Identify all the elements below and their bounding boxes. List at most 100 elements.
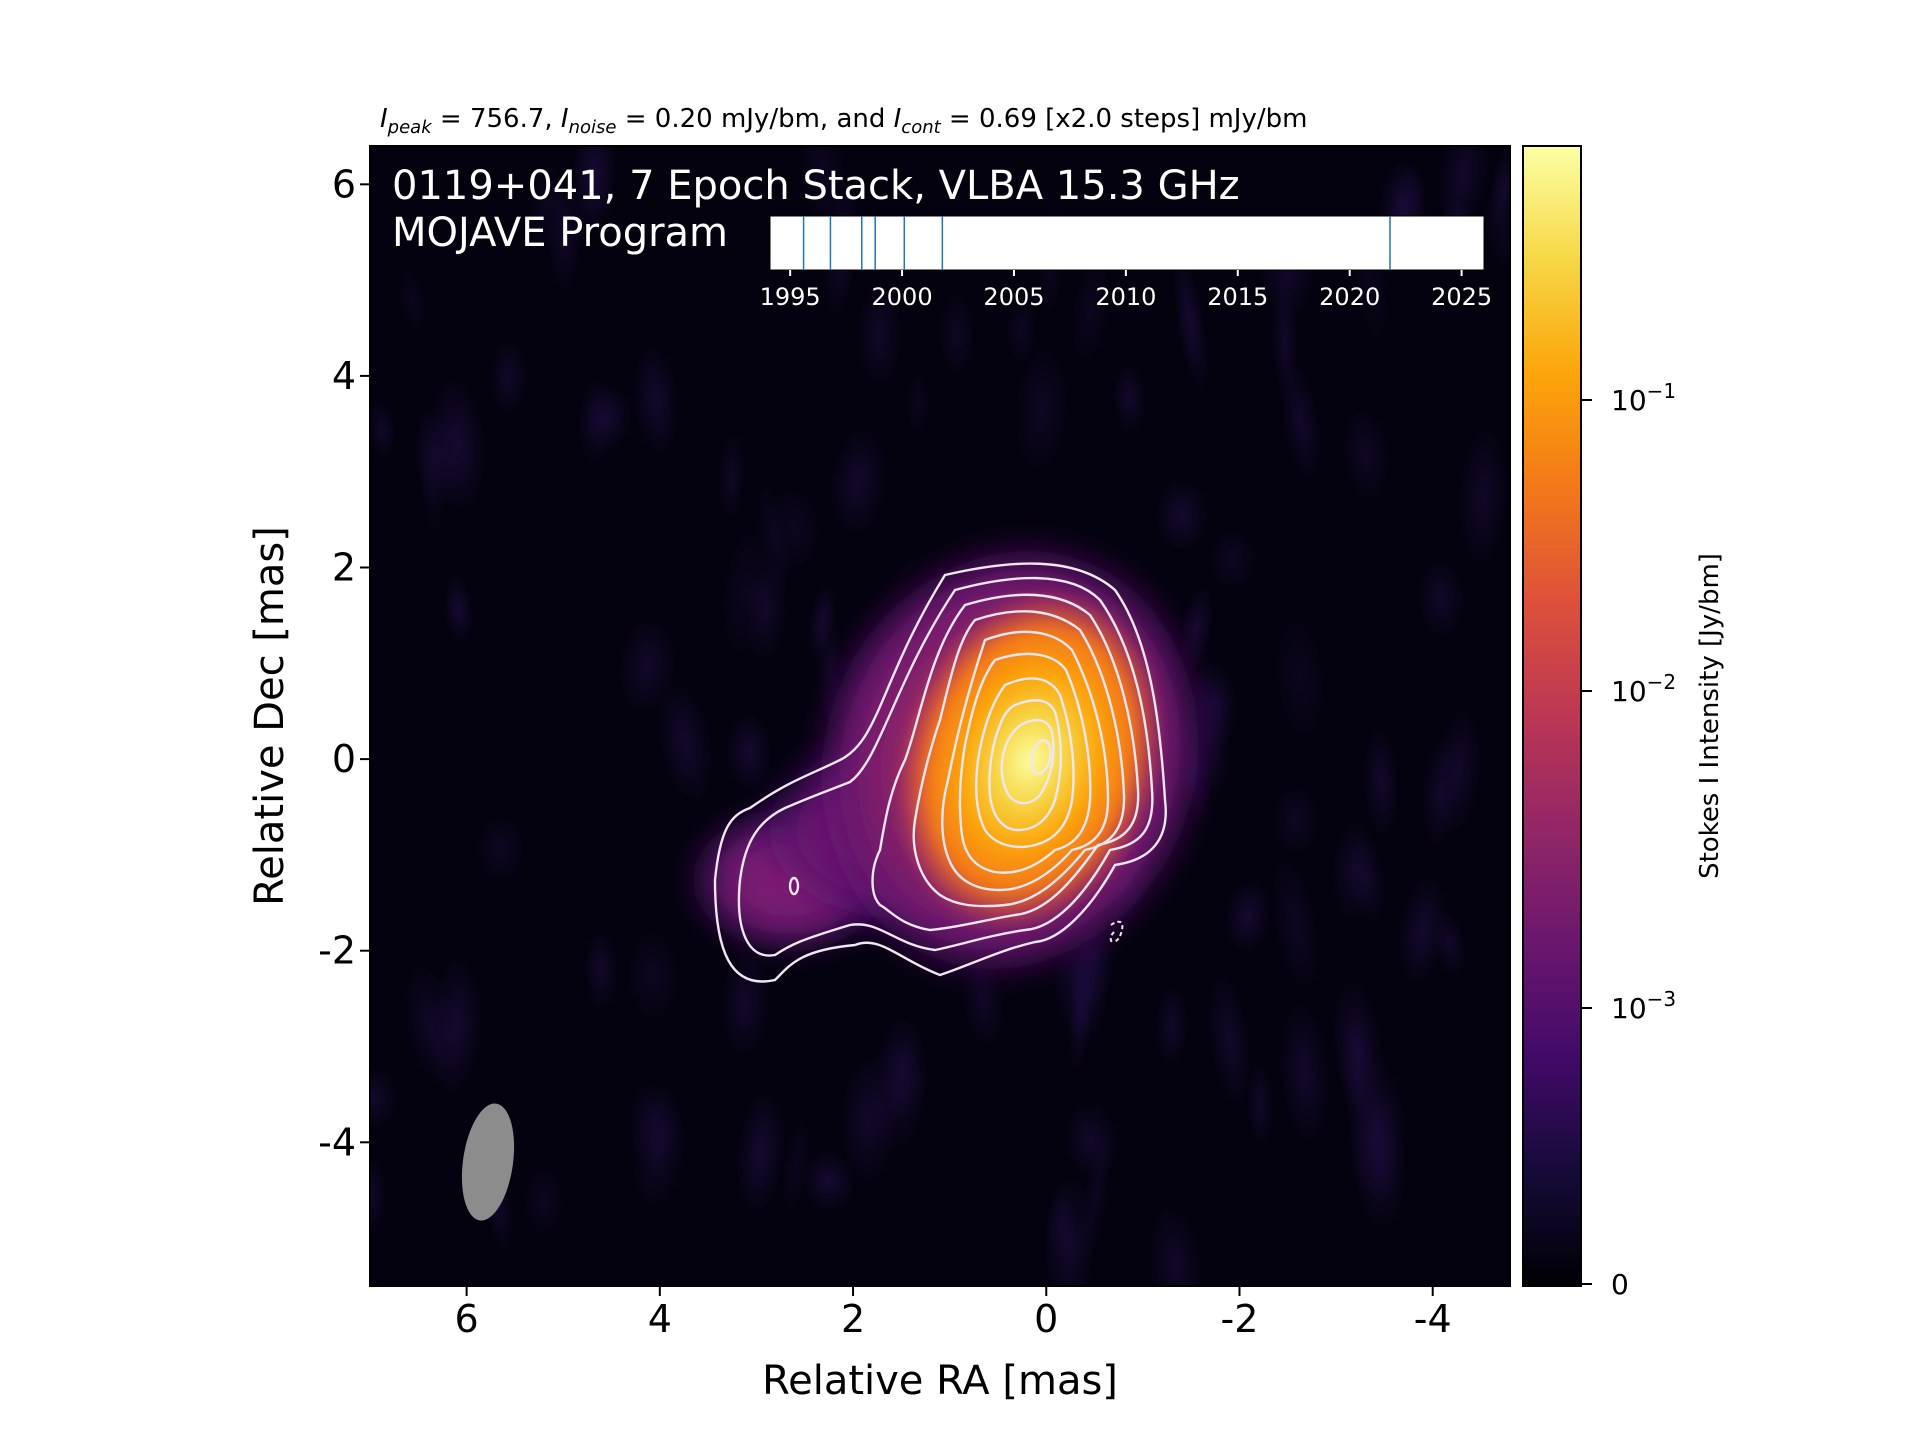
noise-blob bbox=[1147, 1203, 1203, 1286]
contour-level-7 bbox=[975, 677, 1075, 849]
noise-blob bbox=[1013, 342, 1070, 477]
timeline-tick-label: 2010 bbox=[1095, 283, 1156, 311]
noise-blob bbox=[443, 576, 474, 644]
contour-level-3 bbox=[871, 593, 1140, 932]
noise-blob bbox=[1341, 405, 1391, 504]
y-tick-label: 0 bbox=[332, 737, 356, 781]
stats-header: Ipeak = 756.7, Inoise = 0.20 mJy/bm, and… bbox=[380, 104, 1307, 138]
noise-blob bbox=[656, 681, 714, 804]
noise-blob bbox=[828, 427, 888, 537]
noise-blob bbox=[397, 266, 427, 336]
contour-level-1 bbox=[713, 562, 1167, 983]
noise-pattern bbox=[370, 146, 1510, 1286]
peak-subscript: peak bbox=[387, 117, 434, 138]
noise-blob bbox=[1005, 294, 1037, 366]
x-tick-label: -2 bbox=[1221, 1297, 1259, 1341]
x-tick-label: 2 bbox=[841, 1297, 865, 1341]
noise-blob bbox=[1489, 146, 1510, 233]
noise-blob bbox=[1069, 254, 1113, 367]
peak-symbol: I bbox=[380, 104, 388, 134]
noise-blob bbox=[370, 1066, 400, 1131]
noise-blob bbox=[525, 159, 568, 254]
noise-blob bbox=[1068, 940, 1096, 1075]
noise-blob bbox=[1269, 784, 1322, 857]
noise-blob bbox=[1340, 1018, 1373, 1129]
noise-blob bbox=[617, 617, 678, 716]
noise-blob bbox=[1154, 984, 1190, 1068]
noise-blob bbox=[802, 1150, 856, 1212]
timeline-box bbox=[769, 215, 1485, 271]
peak-value: = 756.7, bbox=[432, 104, 561, 134]
colorbar-tick-label: 10−2 bbox=[1611, 670, 1676, 708]
x-tick-label: 4 bbox=[648, 1297, 672, 1341]
colorbar-tick-label: 10−3 bbox=[1611, 987, 1676, 1025]
y-axis-label: Relative Dec [mas] bbox=[247, 526, 293, 906]
contour-level-9 bbox=[1000, 718, 1055, 805]
y-tick-label: -2 bbox=[318, 929, 356, 973]
y-axis-ticks: 6 4 2 0 -2 -4 bbox=[318, 162, 370, 1164]
noise-blob bbox=[1433, 908, 1467, 979]
noise-blob bbox=[1172, 250, 1209, 395]
noise-blob bbox=[1416, 556, 1466, 640]
noise-blob bbox=[1421, 736, 1458, 851]
noise-blob bbox=[370, 399, 396, 460]
y-tick-label: 6 bbox=[332, 162, 356, 206]
timeline-tick-label: 2020 bbox=[1319, 283, 1380, 311]
noise-blob bbox=[1457, 424, 1509, 570]
colorbar: 10−1 10−2 10−3 0 Stokes I Intensity [Jy/bm] bbox=[1522, 145, 1725, 1301]
timeline-ticks: 1995 2000 2005 2010 2015 2020 2025 bbox=[760, 270, 1492, 311]
noise-blob bbox=[755, 480, 792, 598]
contour-level-6 bbox=[958, 652, 1092, 874]
noise-blob bbox=[522, 1165, 565, 1237]
noise-blob bbox=[1271, 278, 1299, 404]
x-tick-label: 6 bbox=[455, 1297, 479, 1341]
beam-ellipse bbox=[461, 1103, 515, 1221]
noise-blob bbox=[726, 711, 773, 793]
noise-blob bbox=[937, 291, 977, 378]
intensity-image bbox=[370, 146, 1510, 1286]
cont-symbol: I bbox=[894, 104, 902, 134]
x-axis-ticks: 6 4 2 0 -2 -4 bbox=[455, 1286, 1452, 1341]
plot-frame bbox=[369, 145, 1511, 1287]
noise-blob bbox=[855, 281, 904, 389]
colorbar-tick-label: 10−1 bbox=[1611, 379, 1676, 417]
noise-blob bbox=[1206, 972, 1253, 1110]
noise-blob bbox=[797, 146, 849, 241]
contour-set bbox=[713, 562, 1167, 983]
noise-blob bbox=[905, 372, 932, 437]
noise-symbol: I bbox=[561, 104, 569, 134]
noise-blob bbox=[1043, 1173, 1096, 1286]
y-tick-label: -4 bbox=[318, 1120, 356, 1164]
noise-blob bbox=[1246, 1060, 1274, 1148]
image-title-line2: MOJAVE Program bbox=[392, 210, 728, 256]
colorbar-gradient bbox=[1523, 146, 1581, 1286]
noise-blob bbox=[1278, 999, 1331, 1147]
noise-blob bbox=[632, 342, 680, 459]
y-tick-label: 2 bbox=[332, 546, 356, 590]
noise-blob bbox=[1224, 879, 1272, 954]
epoch-timeline: 1995 2000 2005 2010 2015 2020 2025 bbox=[760, 215, 1492, 311]
contour-level-5 bbox=[941, 630, 1110, 892]
noise-value: = 0.20 mJy/bm, and bbox=[616, 104, 893, 134]
timeline-tick-label: 1995 bbox=[760, 283, 821, 311]
noise-blob bbox=[1112, 362, 1147, 435]
x-tick-label: -4 bbox=[1414, 1297, 1452, 1341]
noise-blob bbox=[583, 929, 619, 1011]
noise-blob bbox=[475, 815, 527, 884]
noise-blob bbox=[718, 429, 746, 524]
noise-blob bbox=[1273, 611, 1328, 746]
noise-blob bbox=[569, 146, 617, 239]
cont-subscript: cont bbox=[901, 117, 941, 138]
x-axis-label: Relative RA [mas] bbox=[762, 1358, 1118, 1404]
noise-blob bbox=[867, 1035, 927, 1155]
noise-blob bbox=[1270, 852, 1321, 997]
colorbar-frame bbox=[1522, 145, 1582, 1287]
noise-blob bbox=[630, 1090, 688, 1212]
contour-level-2 bbox=[737, 576, 1154, 957]
noise-blob bbox=[625, 927, 681, 1024]
noise-blob bbox=[1154, 478, 1210, 554]
noise-blob bbox=[1347, 834, 1387, 926]
noise-blob bbox=[1362, 725, 1400, 841]
noise-blob bbox=[428, 956, 483, 1099]
